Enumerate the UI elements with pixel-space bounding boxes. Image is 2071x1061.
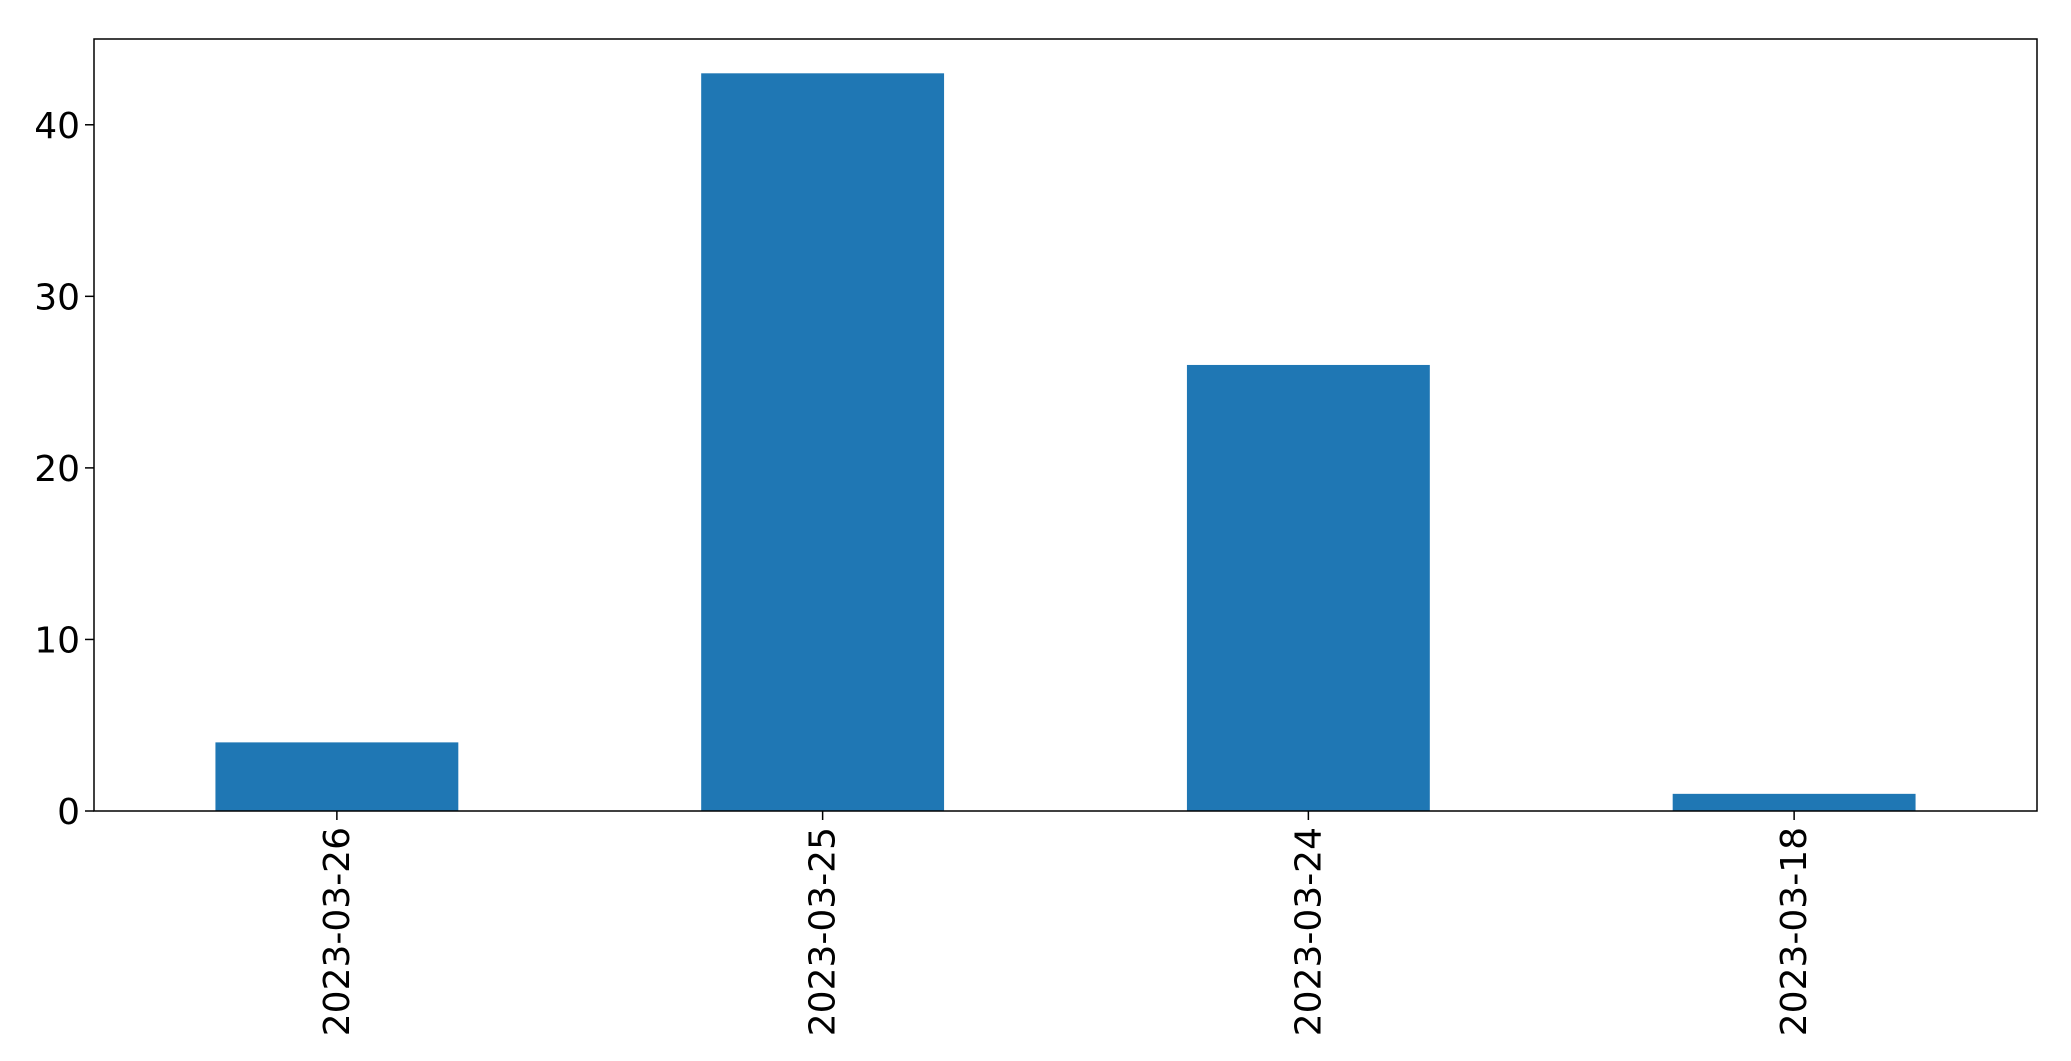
x-tick-label: 2023-03-18	[1774, 827, 1815, 1036]
y-tick-label: 30	[34, 277, 80, 318]
bar-2023-03-24	[1186, 364, 1430, 811]
y-tick-label: 20	[34, 449, 80, 490]
bar-2023-03-18	[1672, 793, 1916, 811]
bar-2023-03-26	[215, 742, 459, 811]
y-tick-label: 0	[57, 792, 80, 833]
x-tick-label: 2023-03-25	[803, 827, 844, 1036]
plot-frame	[93, 38, 2038, 812]
y-tick-label: 10	[34, 620, 80, 661]
bars-layer	[215, 73, 1916, 812]
x-tick-label: 2023-03-24	[1288, 827, 1329, 1036]
x-axis: 2023-03-26 2023-03-25 2023-03-24 2023-03-18	[317, 811, 1815, 1036]
y-axis: 0 10 20 30 40	[34, 106, 94, 833]
x-tick-label: 2023-03-26	[317, 827, 358, 1036]
y-tick-label: 40	[34, 106, 80, 147]
bar-2023-03-25	[701, 73, 945, 812]
